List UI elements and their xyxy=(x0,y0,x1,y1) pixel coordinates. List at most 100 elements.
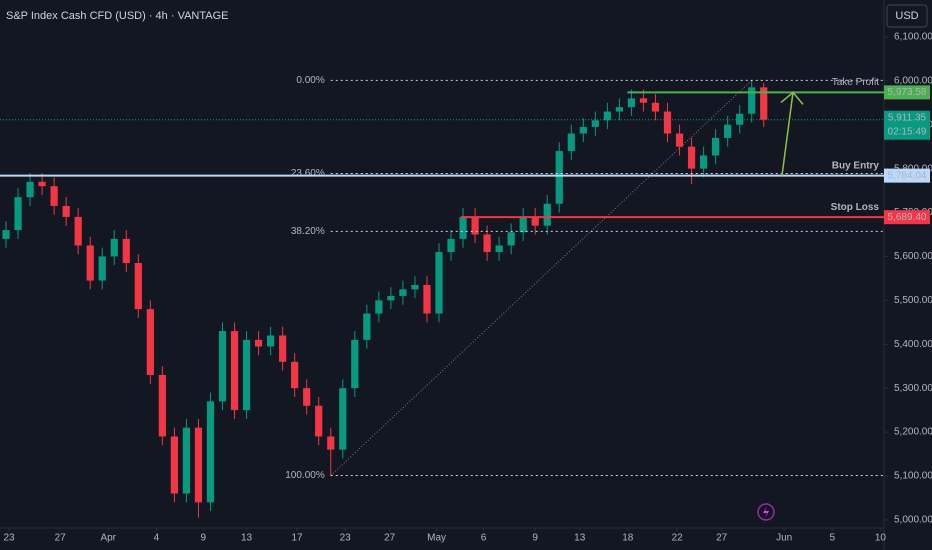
y-tick-label: 5,500.00 xyxy=(894,295,932,306)
fib-label: 0.00% xyxy=(296,75,324,86)
fib-label: 100.00% xyxy=(285,470,325,481)
x-tick-label: 17 xyxy=(292,533,304,544)
current-price-box xyxy=(884,110,930,140)
x-tick-label: 9 xyxy=(200,533,206,544)
y-tick-label: 5,300.00 xyxy=(894,383,932,394)
candle-body xyxy=(471,216,479,235)
candle-body xyxy=(651,102,660,112)
candle-body xyxy=(639,98,648,103)
current-price-label: 5,911.35 xyxy=(888,112,927,123)
level-price-box xyxy=(884,210,930,225)
candle-body xyxy=(327,436,335,450)
candle-body xyxy=(2,230,10,239)
candle-body xyxy=(158,374,166,437)
candle-body xyxy=(699,155,708,169)
x-tick-label: Apr xyxy=(100,533,116,544)
x-tick-label: 23 xyxy=(3,533,15,544)
currency-box[interactable] xyxy=(886,4,928,28)
candle-body xyxy=(170,436,179,494)
candle-body xyxy=(86,245,94,281)
candle-body xyxy=(519,216,527,233)
candle-body xyxy=(110,238,118,257)
x-tick-label: 4 xyxy=(154,533,160,544)
candle-body xyxy=(736,113,744,125)
x-tick-label: 6 xyxy=(481,533,487,544)
candle-body xyxy=(687,146,696,169)
x-tick-label: 22 xyxy=(672,533,684,544)
candle-body xyxy=(315,405,323,437)
candle-body xyxy=(267,335,275,347)
y-tick-label: 6,100.00 xyxy=(894,32,932,43)
candle-body xyxy=(194,427,203,503)
candle-body xyxy=(591,120,599,127)
candle-body xyxy=(206,401,215,503)
level-name: Take Profit xyxy=(832,77,879,88)
candle-body xyxy=(399,289,407,296)
x-tick-label: 18 xyxy=(622,533,634,544)
candle-body xyxy=(303,388,311,406)
candle-body xyxy=(543,203,551,226)
candle-body xyxy=(615,107,624,112)
y-tick-label: 6,000.00 xyxy=(894,75,932,86)
level-price-box xyxy=(884,85,930,100)
candle-body xyxy=(38,181,46,187)
alert-icon-bolt[interactable] xyxy=(763,506,769,518)
candle-body xyxy=(411,284,419,290)
y-tick-label: 5,000.00 xyxy=(894,515,932,526)
candle-body xyxy=(363,313,371,340)
candle-body xyxy=(760,87,768,120)
candle-body xyxy=(579,126,587,134)
candle-body xyxy=(555,151,563,204)
level-price-box xyxy=(884,168,930,183)
candle-body xyxy=(387,295,395,301)
candle-body xyxy=(447,238,455,253)
candle-body xyxy=(50,186,58,206)
candle-body xyxy=(230,331,239,411)
level-name: Stop Loss xyxy=(831,202,880,213)
x-tick-label: May xyxy=(427,533,446,544)
candle-body xyxy=(627,98,636,108)
candle-body xyxy=(182,427,191,494)
candle-body xyxy=(423,284,431,314)
candle-body xyxy=(351,339,359,389)
candle-body xyxy=(26,181,34,198)
currency[interactable]: USD xyxy=(895,10,918,22)
candle-body xyxy=(122,238,130,264)
candle-body xyxy=(483,234,491,253)
chart-title: S&P Index Cash CFD (USD) · 4h · VANTAGE xyxy=(6,10,229,22)
x-tick-label: 10 xyxy=(875,533,887,544)
x-tick-label: Jun xyxy=(776,533,792,544)
y-tick-label: 5,100.00 xyxy=(894,471,932,482)
candle-body xyxy=(663,111,672,134)
candle-body xyxy=(435,252,443,314)
candle-body xyxy=(339,388,347,450)
x-tick-label: 13 xyxy=(574,533,586,544)
fib-label: 23.60% xyxy=(291,168,325,179)
level-price: 5,784.04 xyxy=(888,170,927,181)
candle-body xyxy=(218,331,227,402)
candle-body xyxy=(146,309,154,375)
candle-body xyxy=(291,361,299,389)
candle-body xyxy=(724,124,732,138)
alert-icon-ring[interactable] xyxy=(757,503,775,521)
candle-body xyxy=(495,245,503,253)
candle-body xyxy=(459,216,467,239)
candle-body xyxy=(603,111,611,121)
y-tick-label: 5,200.00 xyxy=(894,427,932,438)
level-price: 5,973.58 xyxy=(888,87,927,98)
candle-body xyxy=(279,335,287,362)
alert-icon[interactable] xyxy=(757,503,775,521)
level-price: 5,689.40 xyxy=(888,212,927,223)
x-tick-label: 27 xyxy=(55,533,67,544)
candle-body xyxy=(74,216,82,246)
candle-body xyxy=(254,339,263,347)
target-arrow xyxy=(781,92,794,176)
candle-body xyxy=(567,133,575,152)
candle-body xyxy=(675,133,684,147)
candle-body xyxy=(134,263,142,310)
candle-body xyxy=(62,205,70,217)
x-tick-label: 9 xyxy=(532,533,538,544)
level-name: Buy Entry xyxy=(832,160,880,171)
candle-body xyxy=(242,339,251,411)
